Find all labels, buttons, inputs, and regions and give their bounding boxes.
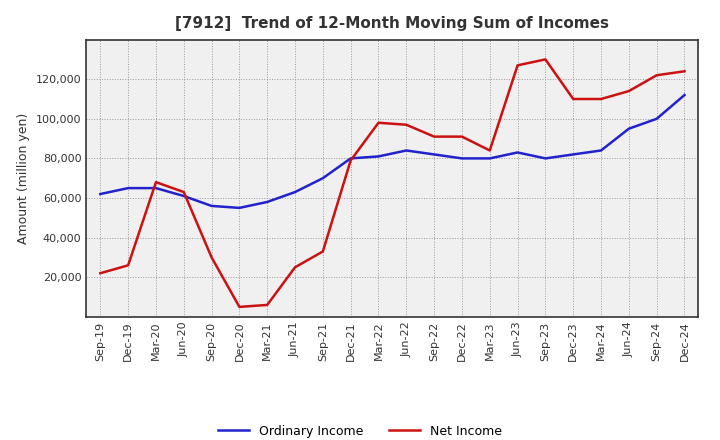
Net Income (569, 96, 577, 102)
Legend: Ordinary Income, Net Income: Ordinary Income, Net Income (213, 420, 507, 440)
Ordinary Income (96, 191, 104, 197)
Ordinary Income (124, 186, 132, 191)
Net Income (652, 73, 661, 78)
Ordinary Income (374, 154, 383, 159)
Net Income (624, 88, 633, 94)
Net Income (430, 134, 438, 139)
Ordinary Income (652, 116, 661, 121)
Net Income (485, 148, 494, 153)
Ordinary Income (263, 199, 271, 205)
Net Income (318, 249, 327, 254)
Ordinary Income (680, 92, 689, 98)
Net Income (402, 122, 410, 128)
Ordinary Income (624, 126, 633, 131)
Ordinary Income (485, 156, 494, 161)
Y-axis label: Amount (million yen): Amount (million yen) (17, 113, 30, 244)
Net Income (263, 302, 271, 308)
Net Income (513, 62, 522, 68)
Net Income (291, 264, 300, 270)
Net Income (458, 134, 467, 139)
Line: Ordinary Income: Ordinary Income (100, 95, 685, 208)
Ordinary Income (597, 148, 606, 153)
Ordinary Income (179, 193, 188, 198)
Ordinary Income (291, 189, 300, 194)
Net Income (207, 255, 216, 260)
Net Income (179, 189, 188, 194)
Ordinary Income (541, 156, 550, 161)
Ordinary Income (430, 152, 438, 157)
Ordinary Income (207, 203, 216, 209)
Net Income (597, 96, 606, 102)
Net Income (152, 180, 161, 185)
Ordinary Income (318, 176, 327, 181)
Ordinary Income (458, 156, 467, 161)
Ordinary Income (513, 150, 522, 155)
Line: Net Income: Net Income (100, 59, 685, 307)
Net Income (541, 57, 550, 62)
Net Income (680, 69, 689, 74)
Ordinary Income (235, 205, 243, 210)
Ordinary Income (402, 148, 410, 153)
Net Income (346, 158, 355, 163)
Net Income (374, 120, 383, 125)
Title: [7912]  Trend of 12-Month Moving Sum of Incomes: [7912] Trend of 12-Month Moving Sum of I… (176, 16, 609, 32)
Net Income (124, 263, 132, 268)
Net Income (235, 304, 243, 310)
Ordinary Income (346, 156, 355, 161)
Ordinary Income (152, 186, 161, 191)
Net Income (96, 271, 104, 276)
Ordinary Income (569, 152, 577, 157)
